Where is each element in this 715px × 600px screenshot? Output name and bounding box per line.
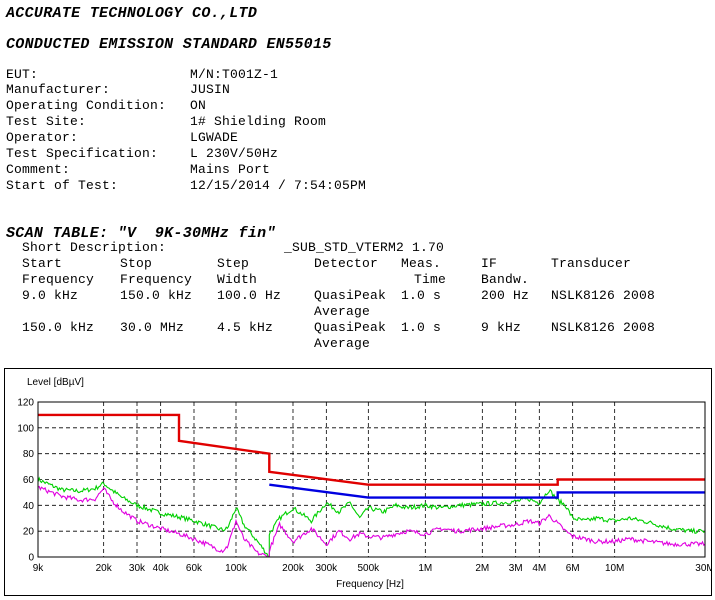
- col-header-bandw: Bandw.: [481, 272, 530, 287]
- x-tick-label: 3M: [509, 563, 523, 574]
- col-header-step-width: Width: [217, 272, 258, 287]
- y-tick-label: 60: [23, 475, 35, 486]
- plot-border: [37, 401, 706, 558]
- col-header-detector: Detector: [314, 256, 379, 271]
- avg-limit-line: [269, 483, 705, 499]
- chart-axes: 0 20 40 60 80 100 120 9k 20k 30k 40k 60k 100k 200k 300…: [17, 398, 714, 575]
- avg-trace-line: [37, 485, 706, 558]
- info-label-test-site: Test Site:: [6, 114, 87, 129]
- col-header-start: Start: [22, 256, 63, 271]
- y-tick-label: 20: [23, 527, 35, 538]
- col-header-meas: Meas.: [401, 256, 442, 271]
- info-value-manufacturer: JUSIN: [190, 82, 231, 97]
- company-title: ACCURATE TECHNOLOGY CO.,LTD: [6, 5, 258, 22]
- row2-transducer: NSLK8126 2008: [551, 320, 656, 335]
- x-tick-label: 2M: [475, 563, 489, 574]
- x-tick-label: 30M: [695, 563, 711, 574]
- col-header-stop-frequency: Frequency: [120, 272, 193, 287]
- y-tick-label: 120: [17, 398, 34, 409]
- info-value-test-site: 1# Shielding Room: [190, 114, 327, 129]
- info-value-test-specification: L 230V/50Hz: [190, 146, 279, 161]
- emission-chart-frame: 0 20 40 60 80 100 120 9k 20k 30k 40k 60k 100k 200k 300…: [4, 368, 715, 596]
- col-header-start-frequency: Frequency: [22, 272, 95, 287]
- col-header-time: Time: [414, 272, 447, 287]
- x-tick-label: 4M: [532, 563, 546, 574]
- info-value-start-of-test: 12/15/2014 / 7:54:05PM: [190, 178, 367, 193]
- y-tick-label: 80: [23, 449, 35, 460]
- row2-detector-avg: Average: [314, 336, 371, 351]
- x-axis-label: Frequency [Hz]: [336, 579, 404, 590]
- scan-table-title: SCAN TABLE: "V 9K-30MHz fin": [6, 225, 276, 242]
- qp-limit-line: [38, 413, 705, 486]
- emission-chart: 0 20 40 60 80 100 120 9k 20k 30k 40k 60k 100k 200k 300…: [17, 377, 714, 590]
- x-tick-label: 20k: [96, 563, 113, 574]
- row1-detector-avg: Average: [314, 304, 371, 319]
- row1-detector: QuasiPeak: [314, 288, 387, 303]
- row1-ifbw: 200 Hz: [481, 288, 530, 303]
- x-tick-label: 100k: [225, 563, 248, 574]
- short-description-value: _SUB_STD_VTERM2 1.70: [284, 240, 445, 255]
- chart-series: [37, 413, 706, 558]
- info-label-start-of-test: Start of Test:: [6, 178, 119, 193]
- standard-title: CONDUCTED EMISSION STANDARD EN55015: [6, 36, 332, 53]
- y-axis-label: Level [dBµV]: [27, 377, 84, 388]
- chart-grid: [38, 402, 705, 557]
- info-label-comment: Comment:: [6, 162, 71, 177]
- info-label-eut: EUT:: [6, 67, 39, 82]
- x-tick-label: 30k: [129, 563, 146, 574]
- row2-time: 1.0 s: [401, 320, 442, 335]
- col-header-stop: Stop: [120, 256, 153, 271]
- x-tick-label: 6M: [566, 563, 580, 574]
- qp-trace-line: [37, 476, 706, 558]
- row1-start: 9.0 kHz: [22, 288, 79, 303]
- info-label-manufacturer: Manufacturer:: [6, 82, 111, 97]
- row1-transducer: NSLK8126 2008: [551, 288, 656, 303]
- row1-time: 1.0 s: [401, 288, 442, 303]
- x-tick-label: 10M: [605, 563, 624, 574]
- info-label-test-specification: Test Specification:: [6, 146, 159, 161]
- x-tick-label: 9k: [33, 563, 45, 574]
- x-tick-label: 500k: [357, 563, 380, 574]
- info-value-comment: Mains Port: [190, 162, 271, 177]
- x-tick-label: 40k: [153, 563, 170, 574]
- row2-stop: 30.0 MHz: [120, 320, 185, 335]
- row2-start: 150.0 kHz: [22, 320, 95, 335]
- col-header-if: IF: [481, 256, 498, 271]
- x-tick-label: 200k: [282, 563, 305, 574]
- y-tick-label: 100: [17, 423, 34, 434]
- col-header-transducer: Transducer: [551, 256, 632, 271]
- y-tick-label: 0: [28, 553, 34, 564]
- row2-ifbw: 9 kHz: [481, 320, 522, 335]
- short-description-label: Short Description:: [22, 240, 167, 255]
- x-tick-label: 1M: [418, 563, 432, 574]
- info-label-operator: Operator:: [6, 130, 79, 145]
- x-tick-label: 300k: [315, 563, 338, 574]
- y-tick-label: 40: [23, 501, 35, 512]
- col-header-step: Step: [217, 256, 250, 271]
- info-value-operating-condition: ON: [190, 98, 207, 113]
- info-value-eut: M/N:T001Z-1: [190, 67, 279, 82]
- row1-stop: 150.0 kHz: [120, 288, 193, 303]
- info-label-operating-condition: Operating Condition:: [6, 98, 167, 113]
- x-tick-label: 60k: [186, 563, 203, 574]
- info-value-operator: LGWADE: [190, 130, 239, 145]
- row2-detector: QuasiPeak: [314, 320, 387, 335]
- row1-step: 100.0 Hz: [217, 288, 282, 303]
- row2-step: 4.5 kHz: [217, 320, 274, 335]
